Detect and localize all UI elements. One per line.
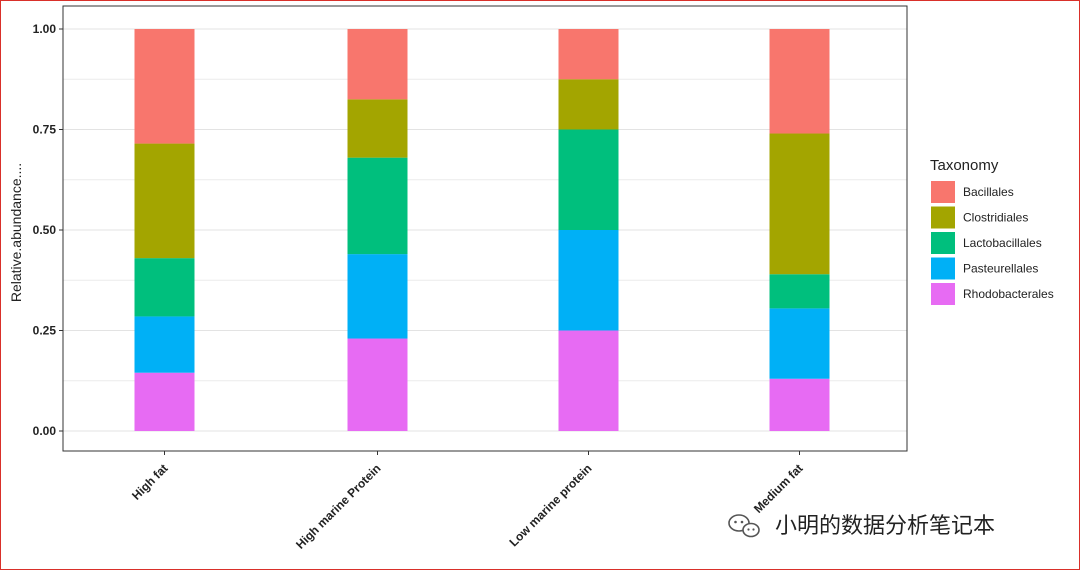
legend-label: Clostridiales xyxy=(963,211,1028,225)
bar-segment xyxy=(769,274,830,309)
bar-stack xyxy=(769,29,830,431)
y-tick-label: 0.75 xyxy=(33,123,57,137)
y-tick-label: 1.00 xyxy=(33,22,57,36)
legend-swatch xyxy=(931,232,955,254)
x-tick-label: Medium fat xyxy=(751,461,806,516)
y-tick-label: 0.50 xyxy=(33,223,57,237)
legend-swatch xyxy=(931,181,955,203)
y-axis-title: Relative.abundance.... xyxy=(8,163,24,302)
y-tick-label: 0.00 xyxy=(33,424,57,438)
bar-segment xyxy=(558,230,619,331)
bar-segment xyxy=(769,308,830,379)
x-tick-label: High marine Protein xyxy=(293,461,384,552)
bar-segment xyxy=(347,99,408,158)
bar-stack xyxy=(558,29,619,431)
legend-swatch xyxy=(931,257,955,280)
bar-segment xyxy=(134,258,195,317)
bar-segment xyxy=(769,29,830,134)
legend-title: Taxonomy xyxy=(930,157,999,174)
bar-segment xyxy=(769,133,830,275)
watermark-text: 小明的数据分析笔记本 xyxy=(775,514,995,539)
x-tick-label: High fat xyxy=(129,461,170,502)
bar-segment xyxy=(134,29,195,144)
bar-segment xyxy=(347,157,408,255)
bar-segment xyxy=(347,29,408,100)
legend-swatch xyxy=(931,206,955,229)
legend-label: Bacillales xyxy=(963,185,1014,199)
legend-label: Pasteurellales xyxy=(963,262,1038,276)
bar-segment xyxy=(347,254,408,339)
y-tick-label: 0.25 xyxy=(33,324,57,338)
legend-label: Rhodobacterales xyxy=(963,287,1054,301)
bar-segment xyxy=(134,143,195,259)
legend-label: Lactobacillales xyxy=(963,236,1042,250)
bars xyxy=(134,29,830,431)
grid xyxy=(63,28,907,432)
bar-stack xyxy=(134,29,195,431)
plot-panel-border xyxy=(62,5,908,452)
bar-segment xyxy=(558,29,619,80)
bar-segment xyxy=(134,316,195,373)
legend: Taxonomy Bacillales Clostridiales Lactobac… xyxy=(930,157,1054,305)
bar-segment xyxy=(769,378,830,431)
bar-segment xyxy=(558,129,619,230)
x-tick-label: Low marine protein xyxy=(506,461,594,549)
bar-segment xyxy=(347,338,408,431)
bar-segment xyxy=(558,330,619,431)
legend-swatch xyxy=(931,283,955,305)
bar-segment xyxy=(558,79,619,130)
bar-stack xyxy=(347,29,408,431)
watermark: 小明的数据分析笔记本 xyxy=(728,514,995,539)
bar-segment xyxy=(134,372,195,431)
wechat-icon xyxy=(728,514,760,538)
